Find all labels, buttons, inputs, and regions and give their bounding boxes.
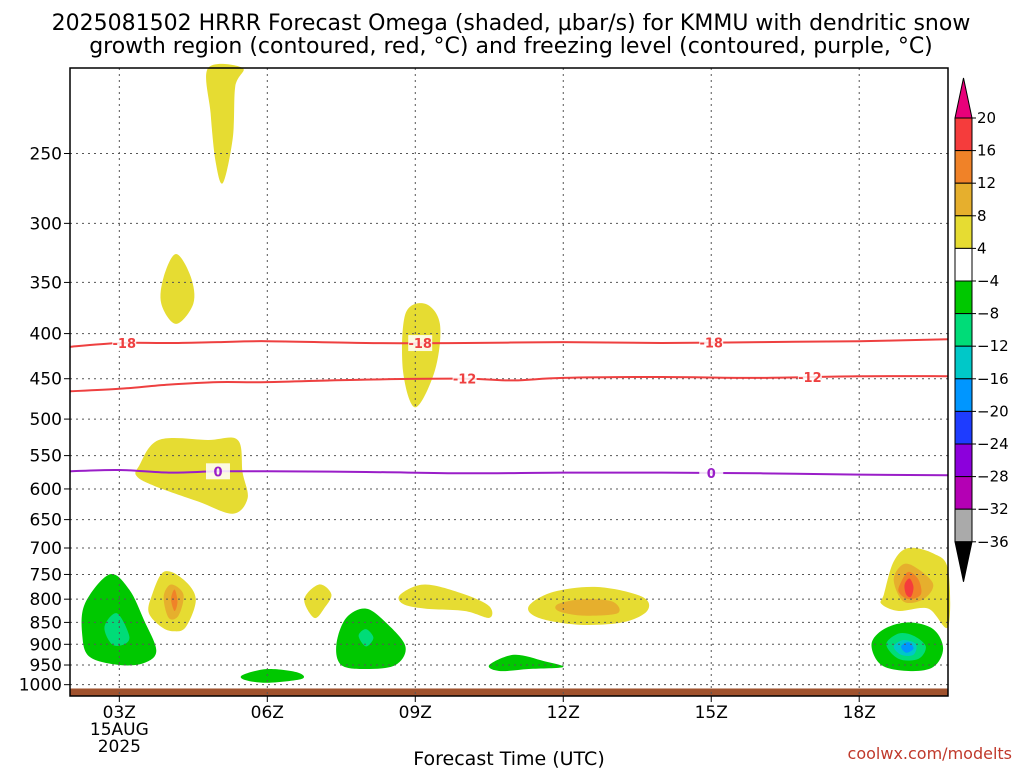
- contour-label-freezing-level-1: 0: [707, 467, 716, 482]
- x-tick-date: 15AUG: [90, 720, 149, 740]
- contour-label-bg-freezing-level-0: [205, 463, 230, 480]
- colorbar: 20 16 12 8 4 −4 −8 −12 −16 −20 −24 −28 −32 −36: [954, 77, 1009, 582]
- omega-region-2: [402, 303, 441, 408]
- x-tick-label-03Z: 03Z: [103, 703, 136, 723]
- contour-label-dgz-minus18-0: -18: [113, 337, 137, 352]
- temperature-contours: -18 -18 -18 -12 -12 0 0: [69, 334, 949, 482]
- colorbar-label-6: −8: [977, 305, 999, 323]
- colorbar-swatch-4: [954, 215, 973, 249]
- omega-region-1: [160, 254, 195, 324]
- omega-region-12: [398, 584, 493, 618]
- colorbar-label-0: 20: [977, 109, 996, 127]
- colorbar-label-12: −32: [977, 500, 1009, 518]
- colorbar-swatch-9: [954, 378, 973, 412]
- y-tick-label-600: 600: [30, 480, 62, 500]
- contour-label-bg-freezing-level-1: [699, 464, 724, 481]
- x-tick-label-18Z: 18Z: [843, 703, 876, 723]
- colorbar-label-2: 12: [977, 174, 996, 192]
- colorbar-top-arrow: [954, 77, 973, 119]
- contour-label-bg-dgz-minus12-0: [452, 370, 477, 387]
- omega-region-16: [488, 654, 564, 672]
- x-tick-year: 2025: [98, 737, 141, 757]
- terrain-surface: [70, 688, 948, 696]
- omega-region-3: [135, 437, 248, 514]
- x-tick-label-12Z: 12Z: [547, 703, 580, 723]
- contour-label-dgz-minus12-0: -12: [453, 373, 477, 388]
- y-tick-label-300: 300: [30, 214, 62, 234]
- chart-title-line1: 2025081502 HRRR Forecast Omega (shaded, …: [52, 11, 971, 36]
- omega-region-14: [555, 599, 620, 616]
- y-tick-label-500: 500: [30, 410, 62, 430]
- y-tick-label-450: 450: [30, 370, 62, 390]
- omega-shading: [81, 63, 951, 683]
- colorbar-label-13: −36: [977, 533, 1009, 551]
- plot-border: [69, 67, 949, 697]
- x-tick-label-09Z: 09Z: [399, 703, 432, 723]
- y-tick-label-950: 950: [30, 656, 62, 676]
- colorbar-swatch-2: [954, 150, 973, 184]
- x-tick-label-15Z: 15Z: [695, 703, 728, 723]
- y-tick-label-800: 800: [30, 590, 62, 610]
- contour-freezing-level: [69, 468, 949, 477]
- omega-region-5: [104, 613, 130, 646]
- colorbar-label-3: 8: [977, 207, 987, 225]
- colorbar-swatch-10: [954, 410, 973, 445]
- colorbar-label-1: 16: [977, 142, 996, 160]
- y-tick-label-700: 700: [30, 539, 62, 559]
- x-tick-label-06Z: 06Z: [251, 703, 284, 723]
- colorbar-bottom-arrow: [954, 541, 973, 582]
- y-tick-label-400: 400: [30, 325, 62, 345]
- colorbar-swatch-8: [954, 345, 973, 380]
- omega-region-20: [904, 578, 914, 598]
- y-tick-label-650: 650: [30, 511, 62, 531]
- contour-label-dgz-minus12-1: -12: [798, 371, 822, 386]
- grid-lines: [70, 68, 948, 696]
- omega-region-8: [171, 589, 178, 612]
- colorbar-swatch-3: [954, 182, 973, 217]
- contour-label-bg-dgz-minus18-0: [112, 335, 137, 352]
- contour-label-bg-dgz-minus18-2: [699, 334, 724, 351]
- plot-frame: [69, 67, 949, 697]
- colorbar-swatch-11: [954, 443, 973, 478]
- y-tick-label-900: 900: [30, 635, 62, 655]
- omega-region-15: [240, 668, 305, 683]
- colorbar-label-8: −16: [977, 370, 1009, 388]
- colorbar-label-9: −20: [977, 402, 1009, 420]
- y-axis: 2503003504004505005506006507007508008509…: [19, 144, 70, 696]
- colorbar-swatch-5: [954, 247, 973, 282]
- colorbar-label-7: −12: [977, 337, 1009, 355]
- omega-region-24: [901, 642, 914, 653]
- colorbar-swatch-13: [954, 508, 973, 543]
- terrain: [70, 688, 948, 696]
- y-tick-label-350: 350: [30, 273, 62, 293]
- colorbar-label-5: −4: [977, 272, 999, 290]
- omega-region-9: [304, 584, 332, 619]
- colorbar-label-11: −28: [977, 468, 1009, 486]
- contour-label-bg-dgz-minus18-1: [408, 335, 433, 352]
- y-tick-label-750: 750: [30, 565, 62, 585]
- colorbar-swatch-6: [954, 280, 973, 315]
- contour-label-dgz-minus18-1: -18: [408, 337, 432, 352]
- colorbar-swatch-7: [954, 313, 973, 347]
- y-tick-label-250: 250: [30, 144, 62, 164]
- colorbar-swatch-1: [954, 117, 973, 152]
- y-tick-label-1000: 1000: [19, 676, 62, 696]
- omega-region-11: [358, 629, 374, 647]
- contour-label-bg-dgz-minus12-1: [797, 369, 822, 386]
- credit-link[interactable]: coolwx.com/modelts: [848, 744, 1012, 763]
- contour-label-dgz-minus18-2: -18: [699, 337, 723, 352]
- contour-label-freezing-level-0: 0: [213, 465, 222, 480]
- colorbar-label-10: −24: [977, 435, 1009, 453]
- y-tick-label-850: 850: [30, 613, 62, 633]
- x-axis-label: Forecast Time (UTC): [413, 748, 604, 768]
- chart-title-line2: growth region (contoured, red, °C) and f…: [89, 34, 933, 59]
- colorbar-swatch-12: [954, 476, 973, 510]
- y-tick-label-550: 550: [30, 447, 62, 467]
- colorbar-label-4: 4: [977, 239, 987, 257]
- contour-dgz-minus18: [69, 338, 949, 348]
